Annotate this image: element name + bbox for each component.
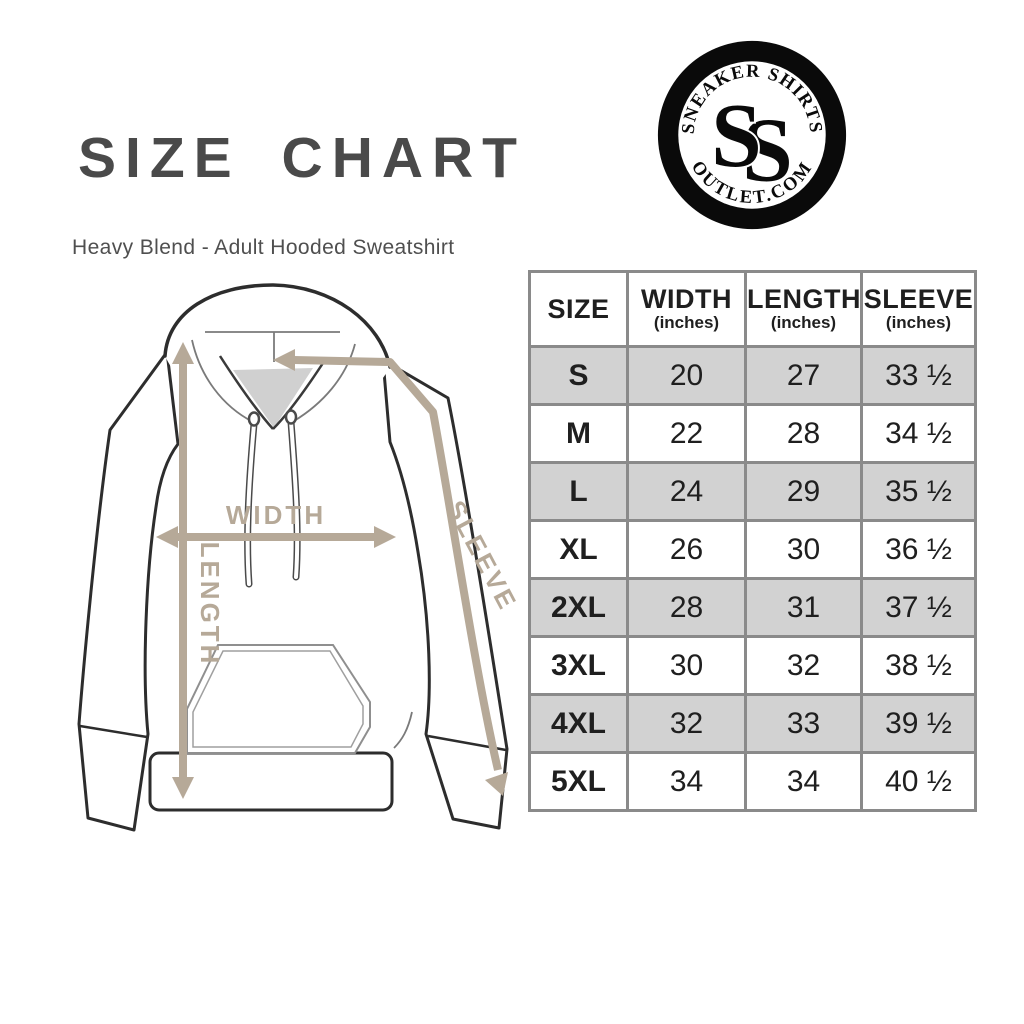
column-header-length: LENGTH (inches) xyxy=(744,270,863,348)
ss-monogram-back: S xyxy=(742,100,793,201)
size-row-s: S 20 27 33 ½ xyxy=(528,345,977,406)
column-label: SIZE xyxy=(547,293,610,324)
cell-3xl-length: 32 xyxy=(744,635,863,696)
column-label: WIDTH xyxy=(641,284,732,315)
cell-4xl-sleeve: 39 ½ xyxy=(860,693,977,754)
cell-2xl-sleeve: 37 ½ xyxy=(860,577,977,638)
column-unit-label: (inches) xyxy=(770,312,837,332)
brand-logo-icon: SNEAKER SHIRTS OUTLET.COM S S xyxy=(657,40,847,230)
size-row-l: L 24 29 35 ½ xyxy=(528,461,977,522)
size-row-3xl: 3XL 30 32 38 ½ xyxy=(528,635,977,696)
ss-monogram-front: S xyxy=(711,85,762,186)
cell-5xl-width: 34 xyxy=(626,751,747,812)
length-measure-label: LENGTH xyxy=(195,542,225,667)
cell-s-width: 20 xyxy=(626,345,747,406)
cell-3xl-width: 30 xyxy=(626,635,747,696)
column-unit-label: (inches) xyxy=(653,312,720,332)
width-arrow xyxy=(156,526,396,548)
brand-logo-badge: SNEAKER SHIRTS OUTLET.COM S S xyxy=(655,38,849,232)
hoodie-illustration-icon: WIDTH LENGTH SLEEVE xyxy=(77,283,523,832)
cell-l-width: 24 xyxy=(626,461,747,522)
cell-m-size: M xyxy=(528,403,629,464)
cell-2xl-width: 28 xyxy=(626,577,747,638)
cell-4xl-width: 32 xyxy=(626,693,747,754)
logo-inner-field xyxy=(678,61,826,209)
column-label: LENGTH xyxy=(747,284,861,315)
cell-3xl-size: 3XL xyxy=(528,635,629,696)
size-row-2xl: 2XL 28 31 37 ½ xyxy=(528,577,977,638)
cell-4xl-length: 33 xyxy=(744,693,863,754)
cell-4xl-size: 4XL xyxy=(528,693,629,754)
cell-5xl-size: 5XL xyxy=(528,751,629,812)
cell-l-size: L xyxy=(528,461,629,522)
table-header-row: SIZE WIDTH (inches) LENGTH (inches) SLEEVE (in… xyxy=(528,270,977,348)
hood-neck-shadow xyxy=(233,368,313,428)
size-row-xl: XL 26 30 36 ½ xyxy=(528,519,977,580)
hoodie-hood xyxy=(163,283,392,430)
cell-xl-sleeve: 36 ½ xyxy=(860,519,977,580)
cell-s-sleeve: 33 ½ xyxy=(860,345,977,406)
cell-2xl-length: 31 xyxy=(744,577,863,638)
hoodie-measurement-diagram: WIDTH LENGTH SLEEVE xyxy=(70,272,523,844)
cell-2xl-size: 2XL xyxy=(528,577,629,638)
size-chart-table: SIZE WIDTH (inches) LENGTH (inches) SLEEVE (in… xyxy=(528,270,977,812)
column-header-size: SIZE xyxy=(528,270,629,348)
hoodie-left-sleeve xyxy=(77,350,180,832)
cell-m-width: 22 xyxy=(626,403,747,464)
column-header-sleeve: SLEEVE (inches) xyxy=(860,270,977,348)
page-subtitle: Heavy Blend - Adult Hooded Sweatshirt xyxy=(72,236,455,259)
cell-5xl-sleeve: 40 ½ xyxy=(860,751,977,812)
width-measure-label: WIDTH xyxy=(226,500,326,530)
cell-s-size: S xyxy=(528,345,629,406)
hoodie-drawstrings xyxy=(244,409,301,588)
cell-s-length: 27 xyxy=(744,345,863,406)
size-row-m: M 22 28 34 ½ xyxy=(528,403,977,464)
cell-xl-width: 26 xyxy=(626,519,747,580)
page-title: SIZE CHART xyxy=(78,126,526,190)
size-row-4xl: 4XL 32 33 39 ½ xyxy=(528,693,977,754)
column-label: SLEEVE xyxy=(863,284,974,315)
cell-m-length: 28 xyxy=(744,403,863,464)
length-arrow xyxy=(172,342,194,799)
cell-5xl-length: 34 xyxy=(744,751,863,812)
cell-m-sleeve: 34 ½ xyxy=(860,403,977,464)
size-row-5xl: 5XL 34 34 40 ½ xyxy=(528,751,977,812)
column-header-width: WIDTH (inches) xyxy=(626,270,747,348)
column-unit-label: (inches) xyxy=(885,312,952,332)
cell-xl-length: 30 xyxy=(744,519,863,580)
cell-l-length: 29 xyxy=(744,461,863,522)
cell-xl-size: XL xyxy=(528,519,629,580)
sleeve-arrow xyxy=(273,349,508,796)
cell-l-sleeve: 35 ½ xyxy=(860,461,977,522)
cell-3xl-sleeve: 38 ½ xyxy=(860,635,977,696)
